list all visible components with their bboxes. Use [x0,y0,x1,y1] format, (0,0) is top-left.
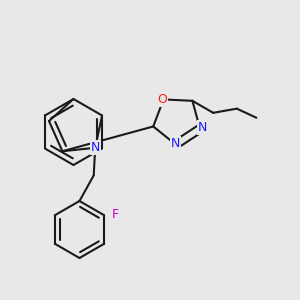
Text: N: N [198,121,207,134]
Text: N: N [171,136,181,150]
Text: N: N [91,141,100,154]
Text: F: F [112,208,119,221]
Text: O: O [157,93,167,106]
